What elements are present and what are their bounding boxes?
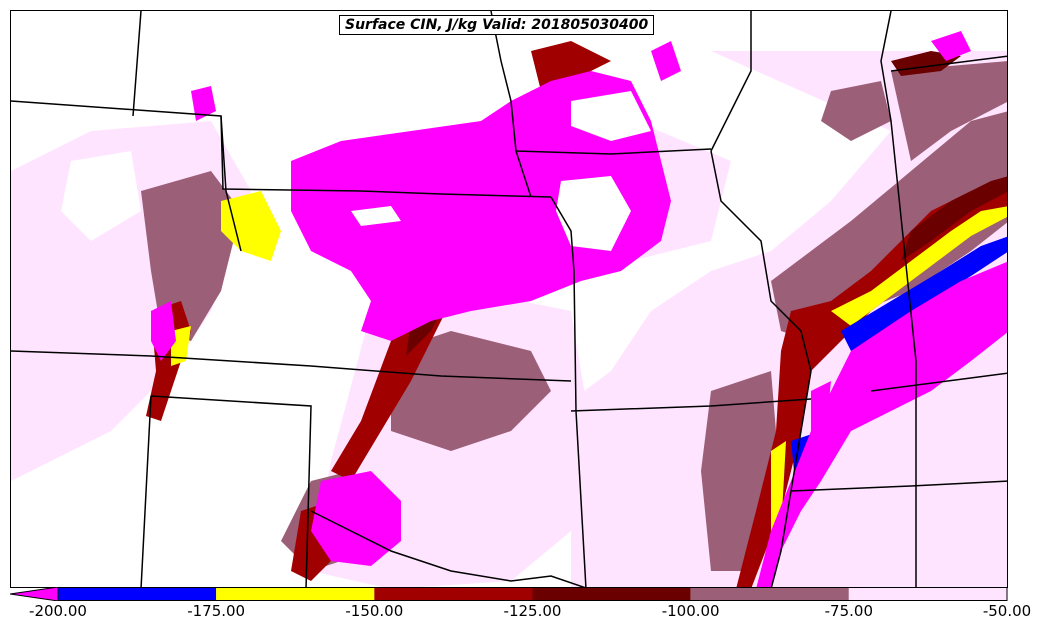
colorbar <box>10 587 1008 601</box>
colorbar-tick-label: -125.00 <box>503 602 562 620</box>
colorbar-tick-label: -75.00 <box>824 602 874 620</box>
map-title: Surface CIN, J/kg Valid: 201805030400 <box>339 15 655 35</box>
cin-magenta-regions <box>151 31 1007 587</box>
colorbar-bin-4 <box>690 587 849 601</box>
colorbar-border <box>57 587 1008 601</box>
colorbar-tick-label: -150.00 <box>345 602 404 620</box>
colorbar-tick-label: -200.00 <box>29 602 87 620</box>
colorbar-bin-1 <box>216 587 375 601</box>
colorbar-bin-3 <box>532 587 691 601</box>
state-boundaries <box>11 11 1007 587</box>
colorbar-bin-5 <box>848 587 1007 601</box>
colorbar-tick-label: -50.00 <box>982 602 1032 620</box>
colorbar-under-arrow <box>10 587 59 601</box>
colorbar-bin-2 <box>374 587 533 601</box>
colorbar-tick-label: -175.00 <box>187 602 246 620</box>
cin-field-map <box>11 11 1007 587</box>
colorbar-tick-label: -100.00 <box>661 602 720 620</box>
map-panel <box>10 10 1008 588</box>
colorbar-bin-0 <box>58 587 217 601</box>
cin-white-islands <box>61 91 651 251</box>
